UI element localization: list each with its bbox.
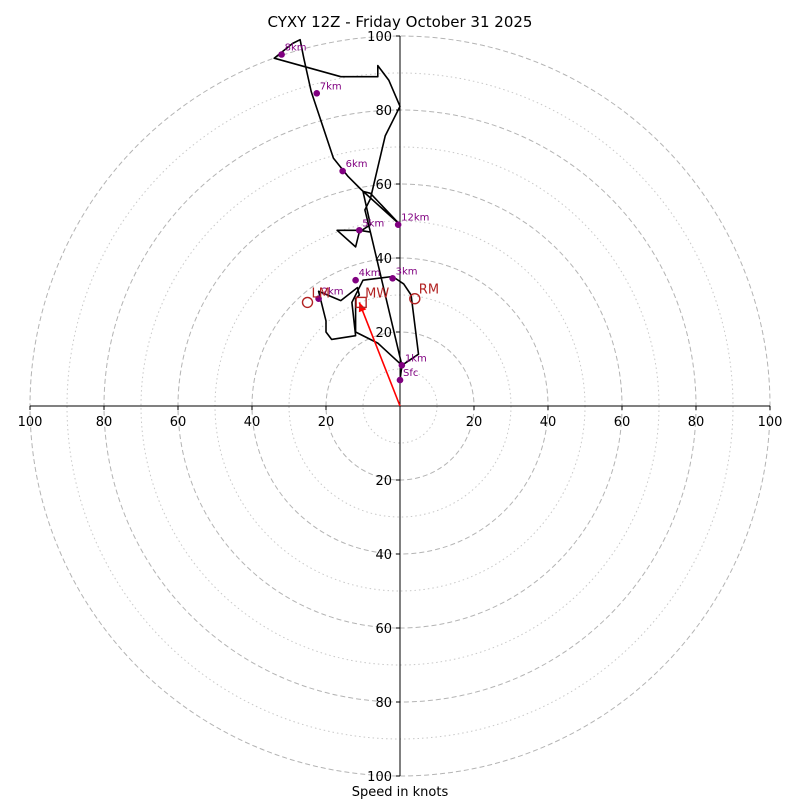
height-marker-label: 8km bbox=[285, 43, 307, 54]
y-tick-label: 60 bbox=[375, 178, 392, 193]
storm-motion-label: MW bbox=[365, 286, 389, 301]
x-tick-labels: 100 80 60 40 20 20 40 60 80 100 bbox=[18, 406, 783, 430]
height-markers: Sfc 1km 2km 3km 4km 5km 6km 7km 8km 12km bbox=[278, 43, 429, 384]
storm-motion-markers: RM LM MW bbox=[301, 283, 439, 309]
shear-vector-group bbox=[358, 302, 401, 407]
height-marker-dot bbox=[339, 167, 346, 175]
y-tick-label: 40 bbox=[375, 548, 392, 563]
x-tick-label: 100 bbox=[18, 415, 43, 430]
height-marker-dot bbox=[352, 276, 359, 284]
shear-vector-line bbox=[358, 302, 401, 407]
height-marker-label: Sfc bbox=[403, 368, 418, 379]
y-tick-label: 60 bbox=[375, 622, 392, 637]
height-marker-label: 6km bbox=[346, 159, 368, 170]
hodograph-trace bbox=[273, 38, 420, 381]
x-tick-label: 80 bbox=[688, 415, 705, 430]
hodograph-trace-group bbox=[273, 38, 420, 381]
y-tick-label: 100 bbox=[367, 770, 392, 785]
storm-motion-label: LM bbox=[312, 286, 330, 301]
chart-title: CYXY 12Z - Friday October 31 2025 bbox=[268, 13, 533, 31]
height-marker-label: 5km bbox=[362, 218, 384, 229]
height-marker-label: 1km bbox=[405, 353, 427, 364]
y-tick-label: 80 bbox=[375, 104, 392, 119]
height-marker-dot bbox=[315, 295, 322, 303]
height-marker-label: 12km bbox=[401, 213, 429, 224]
height-marker-dot bbox=[396, 376, 404, 384]
height-marker-label: 4km bbox=[359, 268, 381, 279]
height-marker-dot bbox=[394, 221, 402, 228]
y-tick-label: 40 bbox=[375, 252, 392, 267]
x-tick-label: 40 bbox=[244, 415, 261, 430]
y-tick-label: 20 bbox=[375, 474, 392, 489]
x-tick-label: 60 bbox=[614, 415, 631, 430]
x-axis-label: Speed in knots bbox=[352, 785, 449, 800]
height-marker-dot bbox=[389, 275, 396, 282]
x-tick-label: 60 bbox=[170, 415, 187, 430]
y-tick-label: 20 bbox=[375, 326, 392, 341]
height-marker-label: 7km bbox=[320, 81, 342, 92]
height-marker-dot bbox=[356, 226, 363, 234]
y-tick-labels: 100 80 60 40 20 20 40 60 80 100 bbox=[367, 30, 400, 785]
x-tick-label: 20 bbox=[318, 415, 335, 430]
x-tick-label: 80 bbox=[96, 415, 113, 430]
x-tick-label: 20 bbox=[466, 415, 483, 430]
height-marker-dot bbox=[398, 362, 406, 369]
storm-motion-label: RM bbox=[419, 283, 439, 298]
storm-motion-marker bbox=[355, 296, 367, 309]
x-tick-label: 100 bbox=[758, 415, 783, 430]
height-marker-label: 3km bbox=[396, 266, 418, 277]
height-marker-dot bbox=[278, 51, 285, 58]
y-tick-label: 100 bbox=[367, 30, 392, 45]
y-tick-label: 80 bbox=[375, 696, 392, 711]
x-tick-label: 40 bbox=[540, 415, 557, 430]
storm-motion-marker bbox=[409, 293, 421, 305]
height-marker-dot bbox=[313, 90, 321, 97]
storm-motion-marker bbox=[301, 296, 314, 309]
height-marker-label: 2km bbox=[322, 287, 344, 298]
